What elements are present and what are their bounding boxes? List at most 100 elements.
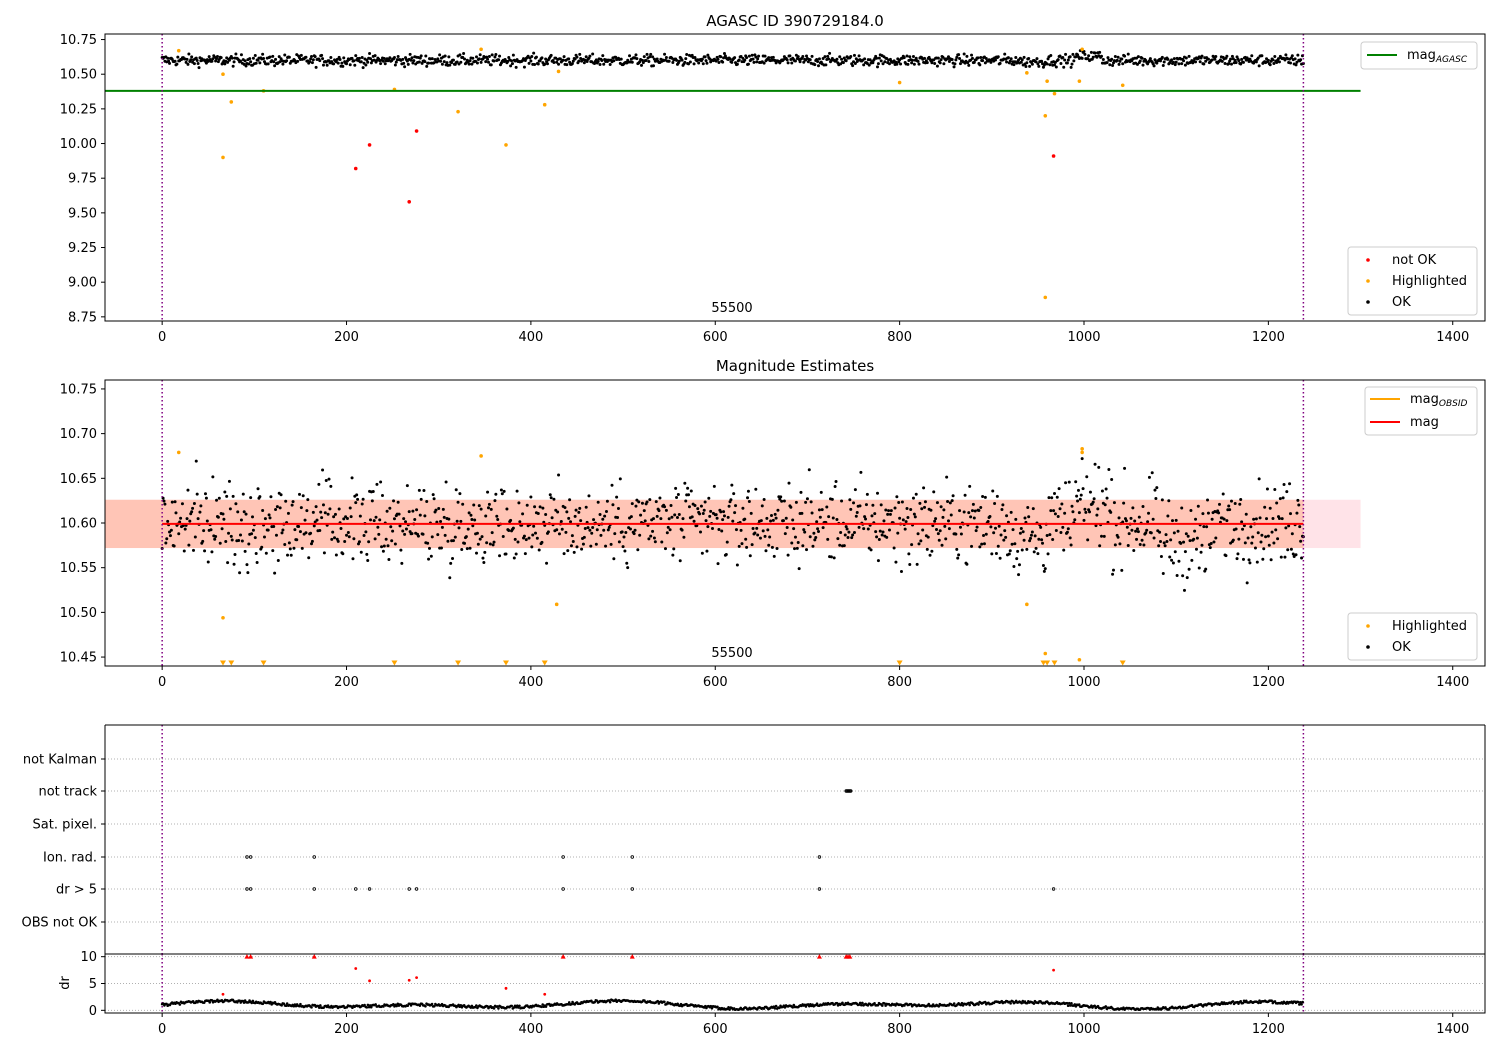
ok-point	[688, 60, 692, 64]
ok-point	[1265, 487, 1269, 491]
ok-point	[703, 500, 707, 504]
ok-point	[1069, 65, 1073, 69]
ok-point	[1068, 55, 1072, 59]
ok-point	[818, 515, 822, 519]
ok-point	[1113, 54, 1117, 58]
ok-point	[366, 559, 370, 563]
ok-point	[193, 535, 197, 539]
ok-point	[914, 56, 918, 60]
ok-point	[219, 56, 223, 60]
ok-point	[904, 520, 908, 524]
ok-point	[184, 60, 188, 64]
ok-point	[383, 62, 387, 66]
ok-point	[629, 515, 633, 519]
y-tick-label: 10.75	[60, 33, 97, 48]
ok-point	[568, 498, 572, 502]
ok-point	[830, 497, 834, 501]
ok-point	[846, 536, 850, 540]
ok-point	[642, 55, 646, 59]
highlighted-below-marker	[260, 660, 267, 666]
ok-point	[373, 54, 377, 58]
ok-point	[707, 496, 711, 500]
ok-point	[879, 503, 883, 507]
ok-point	[1228, 508, 1232, 512]
ok-point	[1123, 466, 1127, 470]
ok-point	[715, 516, 719, 520]
ok-point	[1120, 57, 1124, 61]
ok-point	[485, 541, 489, 545]
ok-point	[1134, 529, 1138, 533]
ok-point	[1208, 546, 1212, 550]
ok-point	[728, 1008, 731, 1011]
ok-point	[567, 1001, 571, 1004]
ok-point	[1042, 569, 1046, 573]
ok-point	[1024, 64, 1028, 68]
ok-point	[1239, 999, 1243, 1003]
ok-point	[786, 61, 790, 65]
ok-point	[371, 489, 375, 493]
ok-point	[360, 55, 364, 59]
ok-point	[971, 502, 975, 506]
ok-point	[709, 1004, 713, 1008]
ok-point	[859, 470, 863, 474]
ok-point	[594, 542, 598, 546]
ok-point	[1290, 54, 1294, 58]
ok-point	[703, 55, 707, 59]
ok-point	[203, 492, 207, 496]
ok-point	[366, 60, 370, 64]
ok-point	[801, 544, 805, 548]
ok-point	[1009, 1002, 1012, 1005]
ok-point	[772, 554, 776, 558]
ok-point	[1218, 502, 1222, 506]
ok-point	[546, 530, 550, 534]
ok-point	[1283, 58, 1287, 62]
ok-point	[297, 525, 301, 529]
flag-category-label: not track	[38, 785, 97, 800]
ok-point	[596, 500, 600, 504]
highlighted-point	[1080, 447, 1084, 451]
ok-point	[587, 494, 591, 498]
ok-point	[536, 512, 540, 516]
ok-point	[251, 56, 255, 60]
ok-point	[285, 1002, 289, 1005]
ok-point	[865, 492, 869, 496]
ok-point	[809, 500, 813, 504]
ok-point	[1269, 558, 1273, 562]
ok-point	[388, 506, 392, 510]
ok-point	[325, 63, 329, 67]
ok-point	[1277, 60, 1281, 64]
ok-point	[1221, 492, 1225, 496]
ok-point	[1163, 544, 1167, 548]
ok-point	[1254, 517, 1258, 521]
ok-point	[333, 512, 337, 516]
ok-point	[461, 502, 465, 506]
ok-point	[440, 525, 444, 529]
ok-point	[1105, 61, 1109, 65]
ok-point	[878, 529, 882, 533]
ok-point	[1179, 541, 1183, 545]
ok-point	[250, 1001, 254, 1005]
ok-point	[441, 507, 445, 511]
ok-point	[385, 509, 389, 513]
ok-point	[1121, 62, 1125, 66]
ok-point	[1091, 55, 1095, 59]
ok-point	[476, 542, 480, 546]
ok-point	[421, 532, 425, 536]
ok-point	[774, 1004, 778, 1008]
ok-point	[525, 503, 529, 507]
ok-point	[754, 55, 758, 59]
ok-point	[1144, 531, 1148, 535]
ok-point	[1209, 541, 1213, 545]
ok-point	[424, 54, 428, 58]
ok-point	[1152, 64, 1156, 68]
ok-point	[1283, 555, 1287, 559]
ok-point	[1020, 1001, 1023, 1005]
ok-point	[668, 528, 672, 532]
flag-point	[630, 887, 634, 891]
ok-point	[249, 496, 253, 500]
ok-point	[737, 58, 741, 62]
ok-point	[849, 507, 853, 511]
ok-point	[614, 55, 618, 59]
ok-point	[368, 518, 372, 522]
ok-point	[989, 60, 993, 64]
